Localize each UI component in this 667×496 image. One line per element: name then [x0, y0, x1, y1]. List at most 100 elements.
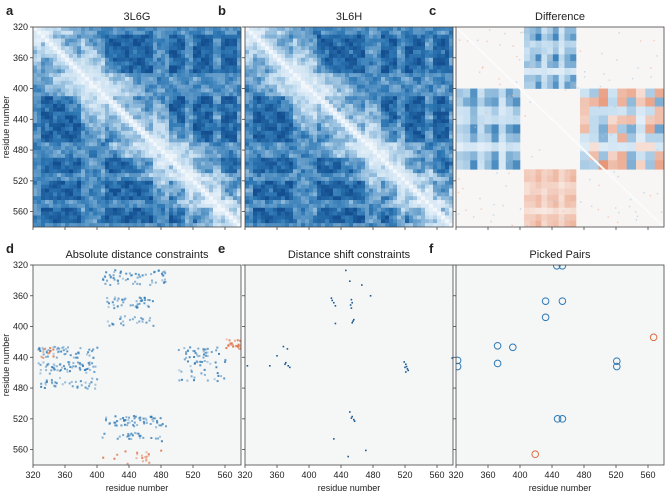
matrix-cell — [133, 142, 138, 147]
matrix-cell — [173, 157, 178, 162]
matrix-cell — [153, 192, 158, 197]
matrix-cell — [237, 157, 241, 162]
matrix-cell — [117, 169, 122, 174]
matrix-cell — [37, 96, 42, 101]
matrix-cell — [193, 38, 198, 43]
matrix-cell — [233, 223, 238, 227]
matrix-cell — [357, 53, 362, 59]
matrix-cell — [165, 107, 170, 112]
matrix-cell — [129, 196, 134, 201]
matrix-cell — [129, 180, 134, 185]
matrix-cell — [205, 130, 210, 135]
matrix-cell — [289, 53, 294, 59]
matrix-cell — [449, 34, 453, 39]
matrix-cell — [225, 30, 230, 35]
matrix-cell — [321, 46, 326, 51]
matrix-cell — [417, 153, 422, 159]
matrix-cell — [89, 123, 94, 128]
matrix-cell — [265, 165, 270, 170]
matrix-cell — [389, 165, 394, 170]
matrix-cell — [401, 123, 406, 128]
matrix-cell — [369, 115, 374, 120]
matrix-cell — [189, 180, 194, 185]
matrix-cell — [153, 138, 158, 143]
matrix-cell — [141, 100, 146, 105]
matrix-cell — [289, 123, 294, 128]
matrix-cell — [281, 84, 286, 89]
matrix-cell — [269, 146, 274, 151]
matrix-cell — [193, 80, 198, 85]
matrix-cell — [369, 65, 374, 70]
matrix-cell — [393, 80, 398, 85]
matrix-cell — [213, 192, 218, 197]
matrix-cell — [233, 211, 238, 216]
matrix-cell — [401, 157, 406, 162]
matrix-cell — [133, 200, 138, 205]
matrix-cell — [257, 107, 262, 112]
matrix-cell — [153, 100, 158, 105]
matrix-cell — [365, 57, 370, 62]
matrix-cell — [49, 119, 54, 124]
matrix-cell — [305, 161, 310, 166]
matrix-cell — [433, 188, 438, 193]
matrix-cell — [153, 57, 158, 62]
matrix-cell — [197, 203, 202, 209]
y-tick-label: 520 — [13, 176, 28, 186]
matrix-cell — [205, 100, 210, 105]
matrix-cell — [65, 88, 70, 93]
matrix-cell — [73, 50, 78, 55]
matrix-cell — [421, 111, 426, 116]
matrix-cell — [101, 88, 106, 93]
matrix-cell — [445, 134, 450, 139]
matrix-cell — [61, 88, 66, 93]
matrix-cell — [61, 173, 66, 178]
matrix-cell — [177, 169, 182, 174]
matrix-cell — [341, 88, 346, 93]
matrix-cell — [221, 127, 226, 132]
matrix-cell — [93, 184, 98, 189]
matrix-cell — [301, 192, 306, 197]
matrix-cell — [89, 200, 94, 205]
matrix-cell — [141, 69, 146, 74]
matrix-cell — [301, 34, 306, 39]
matrix-cell — [249, 61, 254, 66]
matrix-cell — [193, 103, 198, 109]
matrix-cell — [217, 177, 222, 182]
matrix-cell — [421, 150, 426, 155]
matrix-cell — [125, 88, 130, 93]
matrix-cell — [149, 92, 154, 97]
matrix-cell — [189, 169, 194, 174]
matrix-cell — [65, 65, 70, 70]
matrix-cell — [193, 111, 198, 116]
matrix-cell — [329, 146, 334, 151]
matrix-cell — [229, 61, 234, 66]
matrix-cell — [401, 100, 406, 105]
matrix-cell — [437, 46, 442, 51]
matrix-cell — [373, 84, 378, 89]
matrix-cell — [177, 200, 182, 205]
matrix-cell — [213, 177, 218, 182]
matrix-cell — [201, 207, 206, 212]
matrix-cell — [113, 84, 118, 89]
matrix-cell — [81, 42, 86, 47]
matrix-cell — [41, 53, 46, 59]
matrix-cell — [141, 50, 146, 55]
matrix-cell — [133, 96, 138, 101]
matrix-cell — [221, 77, 226, 82]
matrix-cell — [93, 80, 98, 85]
matrix-cell — [341, 50, 346, 55]
matrix-cell — [257, 73, 262, 78]
matrix-cell — [233, 46, 238, 51]
matrix-cell — [289, 119, 294, 124]
matrix-cell — [197, 115, 202, 120]
matrix-cell — [317, 165, 322, 170]
matrix-cell — [137, 57, 142, 62]
matrix-cell — [81, 103, 86, 109]
matrix-cell — [433, 80, 438, 85]
matrix-cell — [45, 96, 50, 101]
matrix-cell — [281, 73, 286, 78]
matrix-cell — [129, 134, 134, 139]
matrix-cell — [253, 184, 258, 189]
matrix-cell — [161, 53, 166, 59]
matrix-cell — [285, 34, 290, 39]
